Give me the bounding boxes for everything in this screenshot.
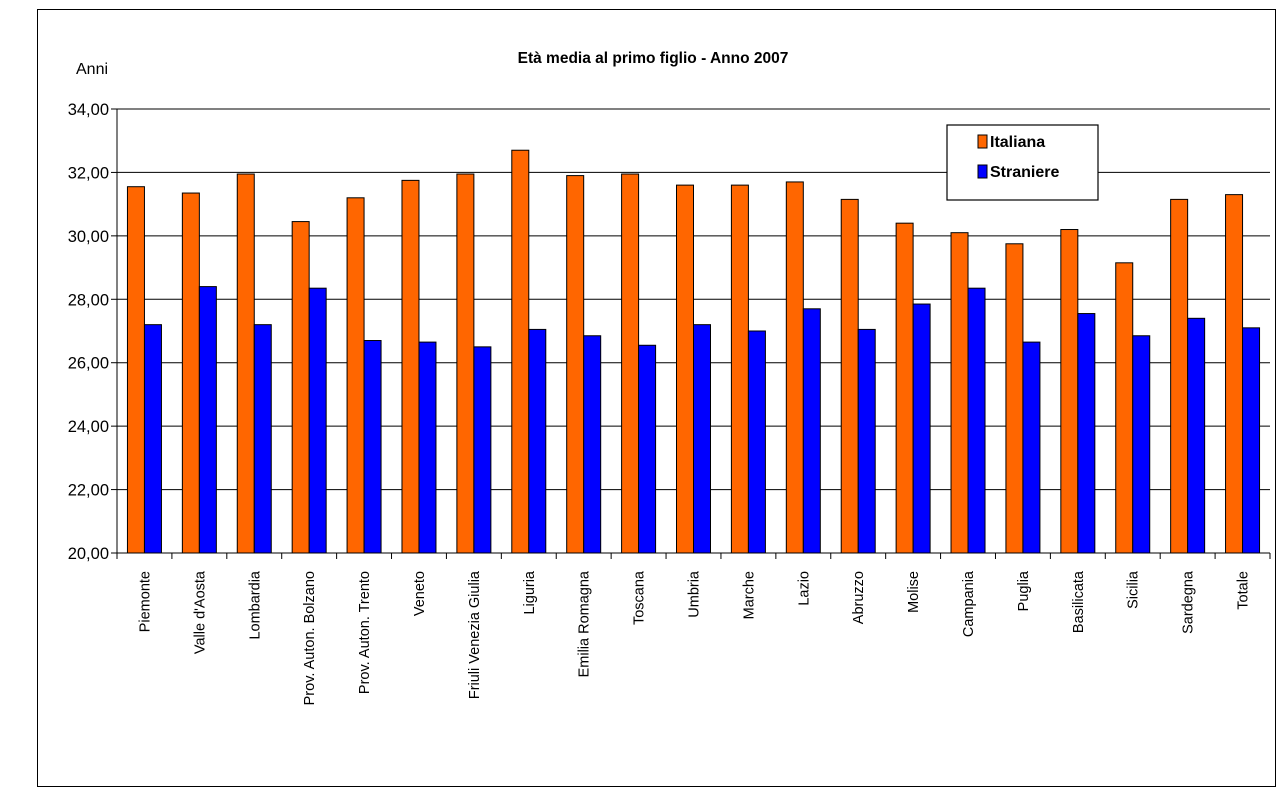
bar-straniere [1187,317,1206,554]
bar-italiana [1225,194,1244,554]
x-tick-label: Puglia [1016,570,1032,611]
x-tick-label: Sicilia [1126,570,1142,609]
bar-italiana [785,181,804,554]
bar-italiana [1170,198,1189,554]
x-tick-label: Toscana [632,570,648,625]
bar-italiana [1060,229,1079,554]
legend-label-italiana: Italiana [990,134,1045,151]
bar-straniere [418,341,437,554]
legend-box [946,124,1099,201]
bar-italiana [676,184,694,554]
x-tick-label: Valle d'Aosta [192,570,208,654]
bar-italiana [621,173,640,554]
bar-straniere [528,328,547,554]
bar-straniere [638,344,657,554]
x-tick-label: Molise [906,571,922,613]
x-tick-label: Lombardia [247,570,263,639]
bar-straniere [693,324,711,554]
chart-frame: Età media al primo figlio - Anno 2007 Ann… [37,9,1276,787]
x-tick-label: Umbria [687,570,703,618]
bar-italiana [511,149,530,554]
legend-swatch-straniere [977,164,988,179]
bar-italiana [950,232,969,554]
chart-title: Età media al primo figlio - Anno 2007 [518,50,789,67]
x-tick-label: Lazio [796,571,812,606]
chart: Età media al primo figlio - Anno 2007 Ann… [68,50,1271,705]
bar-straniere [1132,335,1151,554]
bar-straniere [857,328,876,554]
bar-italiana [1115,262,1134,554]
y-tick-label: 20,00 [68,545,109,563]
y-tick-label: 28,00 [68,291,109,309]
bar-italiana [456,173,475,554]
bar-italiana [401,179,420,554]
bar-straniere [802,308,821,554]
bar-italiana [181,192,200,554]
bar-italiana [1005,243,1024,554]
y-tick-label: 34,00 [68,101,109,119]
x-tick-label: Veneto [412,571,428,616]
y-tick-label: 24,00 [68,418,109,436]
bar-italiana [840,198,859,554]
bar-straniere [583,335,602,554]
legend-swatch-italiana [977,134,988,149]
bar-italiana [346,197,365,554]
x-tick-label: Friuli Venezia Giulia [467,570,483,699]
x-tick-label: Sardegna [1181,570,1197,634]
x-tick-label: Campania [961,570,977,637]
bar-straniere [967,287,986,554]
bar-straniere [473,346,492,554]
bar-italiana [730,184,749,554]
x-tick-label: Prov. Auton. Bolzano [302,571,318,705]
bar-straniere [1022,341,1041,554]
bar-straniere [747,330,766,554]
bar-italiana [291,221,310,554]
bar-straniere [363,340,382,554]
bar-straniere [1242,327,1261,554]
bar-straniere [912,303,931,554]
x-tick-label: Piemonte [137,571,153,632]
bar-italiana [895,222,914,554]
x-tick-label: Abruzzo [851,571,867,624]
bar-italiana [236,173,255,554]
y-axis-label: Anni [76,61,108,78]
y-tick-label: 32,00 [68,164,109,182]
x-tick-label: Totale [1236,571,1252,610]
x-tick-label: Liguria [522,570,538,614]
y-tick-label: 30,00 [68,228,109,246]
y-tick-label: 26,00 [68,355,109,373]
bar-straniere [143,324,162,554]
y-tick-label: 22,00 [68,482,109,500]
legend-label-straniere: Straniere [990,164,1059,181]
bar-straniere [1077,313,1096,554]
bar-straniere [253,324,272,554]
x-tick-label: Basilicata [1071,570,1087,633]
x-tick-label: Emilia Romagna [577,570,593,677]
bar-straniere [198,286,217,554]
x-tick-label: Marche [741,571,757,619]
bar-straniere [308,287,327,554]
x-tick-label: Prov. Auton. Trento [357,571,373,694]
bar-italiana [566,175,585,554]
bar-italiana [126,186,145,554]
